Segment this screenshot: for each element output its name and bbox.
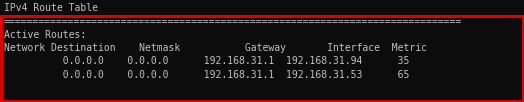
Text: 0.0.0.0    0.0.0.0      192.168.31.1  192.168.31.53      65: 0.0.0.0 0.0.0.0 192.168.31.1 192.168.31.… [4, 70, 409, 80]
Text: ==============================================================================: ========================================… [4, 17, 462, 27]
Text: Network Destination    Netmask           Gateway       Interface  Metric: Network Destination Netmask Gateway Inte… [4, 43, 427, 53]
Bar [1, 16, 523, 101]
Text: IPv4 Route Table: IPv4 Route Table [4, 3, 98, 13]
Text: Active Routes:: Active Routes: [4, 30, 86, 40]
Text: 0.0.0.0    0.0.0.0      192.168.31.1  192.168.31.94      35: 0.0.0.0 0.0.0.0 192.168.31.1 192.168.31.… [4, 56, 409, 66]
